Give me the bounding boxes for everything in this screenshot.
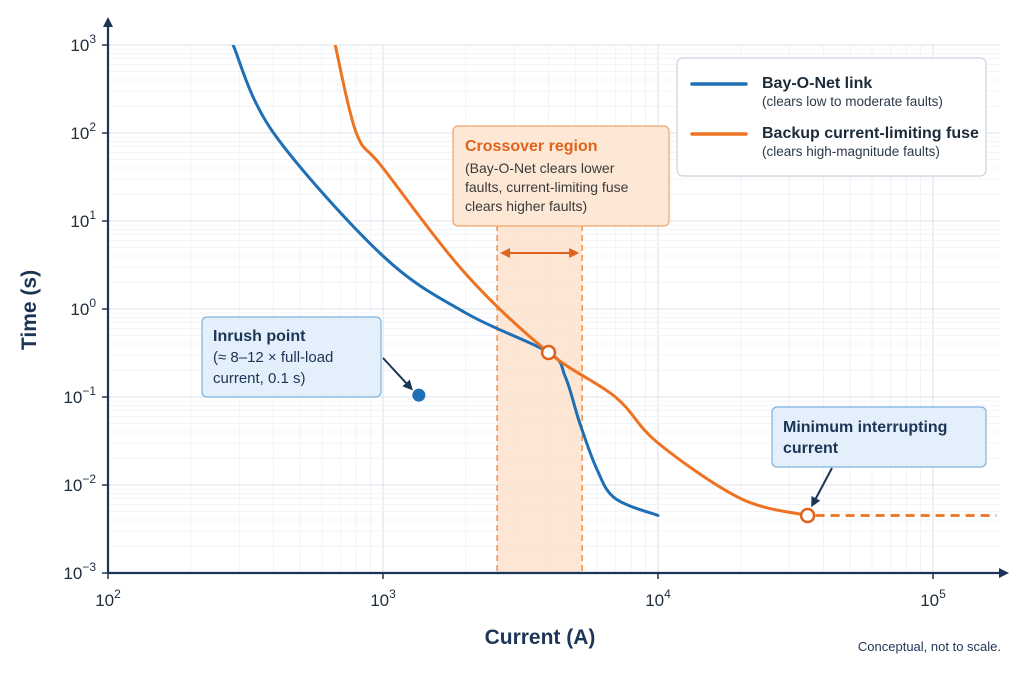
- series-line-bayonet: [231, 45, 660, 517]
- min-interrupting-callout-box: [771, 406, 987, 468]
- y-tick-label: 10−1: [63, 384, 96, 407]
- y-tick-label: 103: [70, 32, 96, 55]
- y-axis-title: Time (s): [18, 270, 41, 350]
- x-tick-label: 103: [370, 587, 396, 610]
- crossover-band: [496, 225, 583, 573]
- legend-label-bayonet: Bay-O-Net link: [762, 75, 872, 92]
- crossover-callout: Crossover region (Bay-O-Net clears lower…: [452, 125, 670, 227]
- y-tick-label: 102: [70, 120, 96, 143]
- x-axis-title: Current (A): [485, 626, 596, 649]
- min-interrupting-pointer-arrow: [811, 467, 833, 508]
- crossover-title: Crossover region: [465, 138, 597, 155]
- legend: Bay-O-Net link (clears low to moderate f…: [676, 57, 987, 177]
- inrush-pointer-arrow: [382, 357, 413, 391]
- crossover-line-2: faults, current-limiting fuse: [465, 179, 629, 195]
- crossover-callout-box: [452, 125, 670, 227]
- x-tick-label: 102: [95, 587, 121, 610]
- axes: [103, 17, 1009, 578]
- tick-labels: 102 103 104 105 10−3 10−2 10−1 100 101 102 103: [63, 32, 946, 610]
- legend-desc-bayonet: (clears low to moderate faults): [762, 94, 943, 109]
- inrush-callout: Inrush point (≈ 8–12 × full-load current…: [201, 316, 382, 398]
- min-interrupting-line-1: Minimum interrupting: [783, 419, 947, 436]
- crossover-line-3: clears higher faults): [465, 198, 587, 214]
- min-interrupting-marker: [799, 507, 816, 524]
- inrush-title: Inrush point: [213, 328, 306, 345]
- crossover-shade: [497, 225, 583, 573]
- min-interrupting-callout: Minimum interrupting current: [771, 406, 987, 468]
- y-tick-label: 10−3: [63, 560, 96, 583]
- inrush-line-2: current, 0.1 s): [213, 370, 306, 387]
- inrush-line-1: (≈ 8–12 × full-load: [213, 349, 333, 366]
- footnote: Conceptual, not to scale.: [858, 639, 1001, 654]
- min-interrupting-line-2: current: [783, 440, 839, 457]
- x-tick-label: 105: [920, 587, 946, 610]
- legend-desc-fuse: (clears high-magnitude faults): [762, 144, 940, 159]
- crossover-point-marker: [540, 344, 557, 361]
- crossover-line-1: (Bay-O-Net clears lower: [465, 160, 615, 176]
- legend-box: [676, 57, 987, 177]
- y-tick-label: 100: [70, 296, 96, 319]
- annotations: [382, 344, 833, 524]
- x-tick-label: 104: [645, 587, 671, 610]
- y-tick-label: 10−2: [63, 472, 96, 495]
- y-tick-label: 101: [70, 208, 96, 231]
- legend-label-fuse: Backup current-limiting fuse: [762, 125, 979, 142]
- inrush-point-marker: [412, 388, 426, 402]
- inrush-callout-box: [201, 316, 382, 398]
